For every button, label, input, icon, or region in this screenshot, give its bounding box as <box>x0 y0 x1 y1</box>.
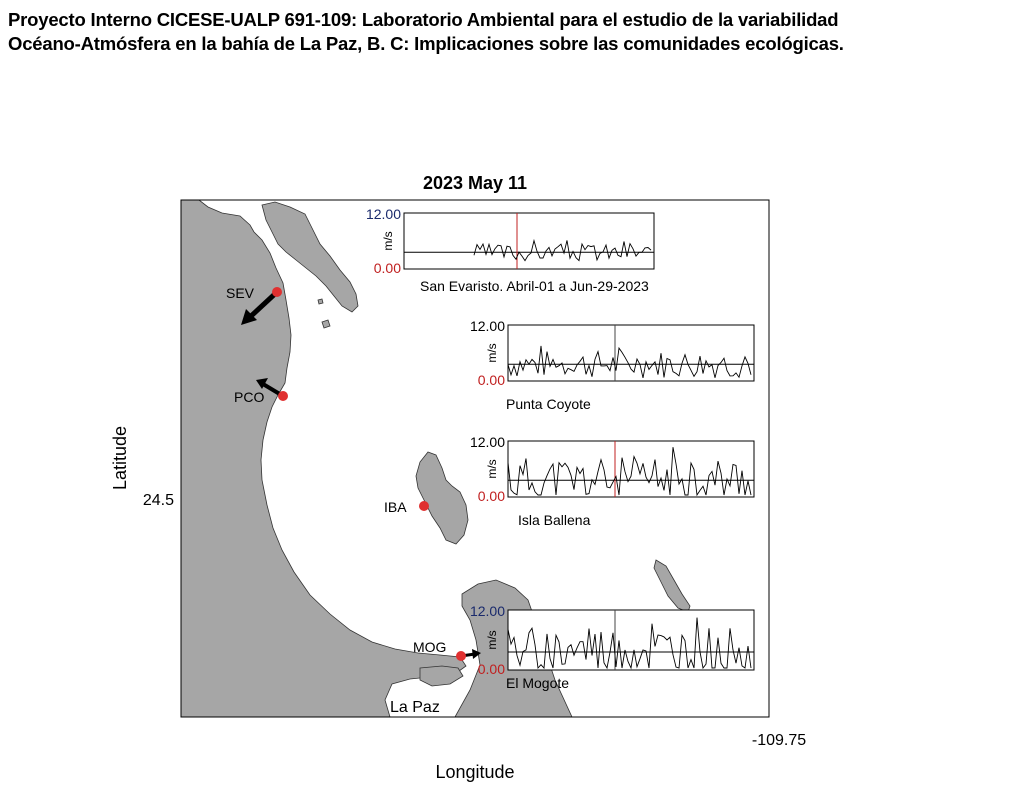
isla-san-jose <box>261 201 359 313</box>
wind-speed-series <box>507 617 752 670</box>
x-axis-label: Longitude <box>435 762 514 782</box>
y-axis-label: Latitude <box>110 426 130 490</box>
mog-marker <box>456 651 466 661</box>
wind-speed-series <box>507 447 752 497</box>
station-code: SEV <box>226 285 255 301</box>
ymin-label: 0.00 <box>478 372 505 388</box>
ymax-label: 12.00 <box>366 206 401 222</box>
sev-marker <box>272 287 282 297</box>
map-frame <box>180 199 770 718</box>
y-tick-label: 24.5 <box>143 492 174 509</box>
unit-label: m/s <box>485 343 499 362</box>
pco-marker <box>278 391 288 401</box>
map-title: 2023 May 11 <box>422 173 528 193</box>
station-code: MOG <box>413 639 446 655</box>
station-code: PCO <box>234 389 264 405</box>
iba-marker <box>419 501 429 511</box>
station-name: El Mogote <box>506 675 569 691</box>
ymax-label: 12.00 <box>470 603 505 619</box>
ymin-label: 0.00 <box>374 260 401 276</box>
wind-speed-series <box>473 238 652 262</box>
ymax-label: 12.00 <box>470 318 505 334</box>
station-timeseries-panel: 12.00 0.00 m/s Isla Ballena <box>470 434 755 528</box>
station-markers <box>241 287 481 661</box>
wind-speed-series <box>507 345 752 379</box>
station-name: San Evaristo. Abril-01 a Jun-29-2023 <box>420 278 649 294</box>
mogote-land <box>419 665 464 687</box>
isla-espiritu-santo <box>415 451 469 545</box>
x-tick-label: -109.75 <box>752 732 806 749</box>
station-name: Isla Ballena <box>518 512 591 528</box>
unit-label: m/s <box>381 231 395 250</box>
unit-label: m/s <box>485 630 499 649</box>
sev-wind-arrow <box>248 290 279 319</box>
land-masses <box>181 200 691 717</box>
header-line-1: Proyecto Interno CICESE-UALP 691-109: La… <box>8 9 839 30</box>
station-name: Punta Coyote <box>506 396 591 412</box>
ymin-label: 0.00 <box>478 488 505 504</box>
unit-label: m/s <box>485 459 499 478</box>
ymax-label: 12.00 <box>470 434 505 450</box>
isla-cerralvo <box>653 559 691 613</box>
station-timeseries-panel: 12.00 0.00 m/s El Mogote <box>470 603 755 691</box>
city-label: La Paz <box>390 699 440 716</box>
ymin-label: 0.00 <box>478 661 505 677</box>
station-timeseries-panel: 12.00 0.00 m/s San Evaristo. Abril-01 a Jun… <box>366 206 655 294</box>
station-code: IBA <box>384 499 407 515</box>
header-line-2: Océano-Atmósfera en la bahía de La Paz, … <box>8 33 844 54</box>
station-timeseries-panel: 12.00 0.00 m/s Punta Coyote <box>470 318 755 412</box>
